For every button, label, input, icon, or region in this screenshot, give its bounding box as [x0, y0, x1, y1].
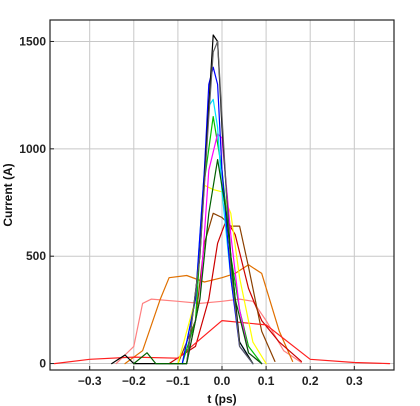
y-tick-label: 1500 — [19, 34, 46, 48]
y-tick-label: 0 — [39, 357, 46, 371]
x-tick-label: −0.1 — [166, 374, 190, 388]
x-tick-label: 0.3 — [346, 374, 363, 388]
x-tick-label: 0.1 — [258, 374, 275, 388]
y-axis-label: Current (A) — [1, 163, 15, 226]
x-tick-label: 0.0 — [214, 374, 231, 388]
y-tick-label: 500 — [26, 249, 46, 263]
y-tick-label: 1000 — [19, 142, 46, 156]
x-tick-label: −0.2 — [122, 374, 146, 388]
series-line-3 — [168, 219, 302, 365]
series-line-12 — [186, 40, 254, 365]
ticks: −0.3 −0.2 −0.1 0.0 0.1 0.2 0.3 0 500 1000 1500 — [19, 34, 363, 388]
grid — [50, 20, 394, 370]
x-tick-label: 0.2 — [302, 374, 319, 388]
series-line-2 — [124, 264, 294, 365]
series-line-5 — [53, 320, 391, 365]
series-line-13 — [133, 159, 263, 365]
series-line-1 — [115, 298, 302, 365]
series-layer — [53, 34, 391, 365]
x-tick-label: −0.3 — [78, 374, 102, 388]
x-axis-label: t (ps) — [207, 392, 236, 406]
